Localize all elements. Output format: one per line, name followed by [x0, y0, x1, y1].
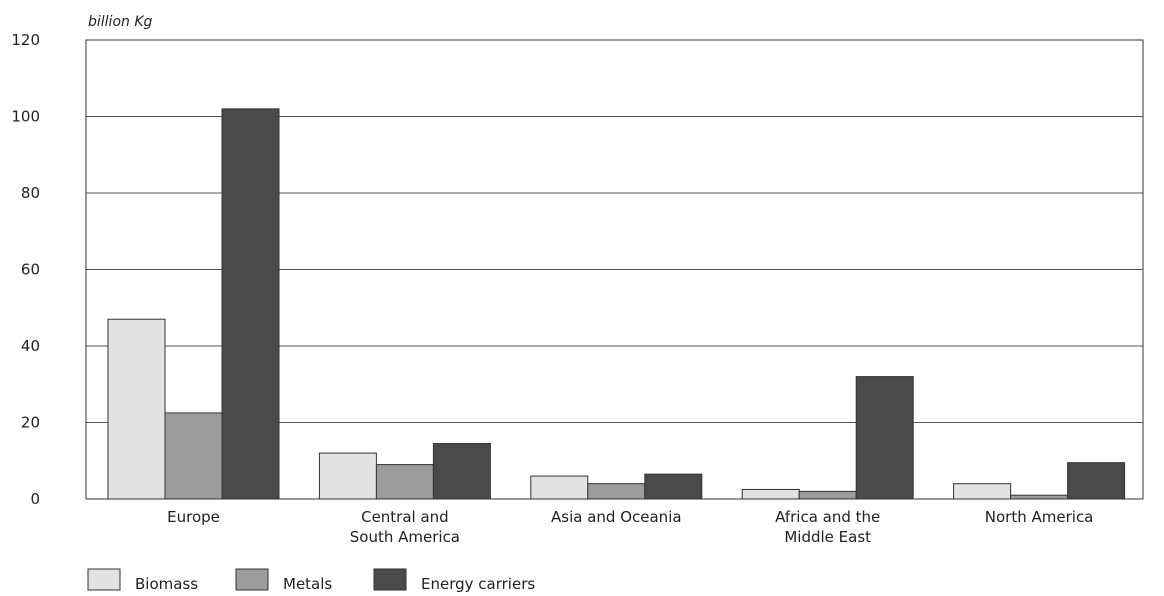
y-tick-label-20: 20: [21, 414, 40, 432]
bar-metals-3: [798, 490, 857, 500]
x-category-label-1: South America: [350, 528, 460, 546]
axes: 0 20 40 60 80 100 120 Europe Central and South Am…: [11, 31, 1144, 546]
bar-biomass-3: [741, 488, 800, 500]
legend: Biomass Metals Energy carriers: [87, 568, 535, 593]
y-tick-label-80: 80: [21, 184, 40, 202]
bar-biomass-2: [530, 475, 589, 500]
bar-biomass-0: [107, 318, 166, 500]
x-category-label-3: Middle East: [784, 528, 871, 546]
x-category-label-0: Europe: [167, 508, 220, 526]
bar-metals-4: [1010, 494, 1069, 500]
bar-energy-carriers-4: [1067, 462, 1126, 500]
y-tick-label-40: 40: [21, 337, 40, 355]
legend-swatch-metals: [235, 568, 269, 591]
y-unit-label: billion Kg: [88, 14, 153, 30]
y-tick-label-100: 100: [11, 108, 40, 126]
legend-label-metals: Metals: [283, 575, 332, 593]
bar-energy-carriers-0: [221, 108, 280, 500]
x-category-label-1: Central and: [361, 508, 449, 526]
y-tick-label-60: 60: [21, 261, 40, 279]
bar-biomass-4: [953, 483, 1012, 500]
x-category-label-4: North America: [985, 508, 1094, 526]
legend-label-energy-carriers: Energy carriers: [421, 575, 535, 593]
x-category-label-3: Africa and the: [775, 508, 880, 526]
bar-metals-2: [587, 483, 646, 500]
legend-swatch-energy-carriers: [373, 568, 407, 591]
y-tick-label-120: 120: [11, 31, 40, 49]
bar-energy-carriers-2: [644, 473, 703, 500]
bar-biomass-1: [318, 452, 377, 500]
x-category-label-2: Asia and Oceania: [551, 508, 682, 526]
bar-metals-1: [375, 464, 434, 500]
bar-metals-0: [164, 412, 223, 500]
bar-energy-carriers-3: [855, 376, 914, 500]
plot-frame: [85, 39, 1144, 500]
legend-label-biomass: Biomass: [135, 575, 198, 593]
bars: [107, 108, 1126, 500]
legend-swatch-biomass: [87, 568, 121, 591]
y-tick-label-0: 0: [30, 490, 40, 508]
bar-energy-carriers-1: [432, 443, 491, 500]
